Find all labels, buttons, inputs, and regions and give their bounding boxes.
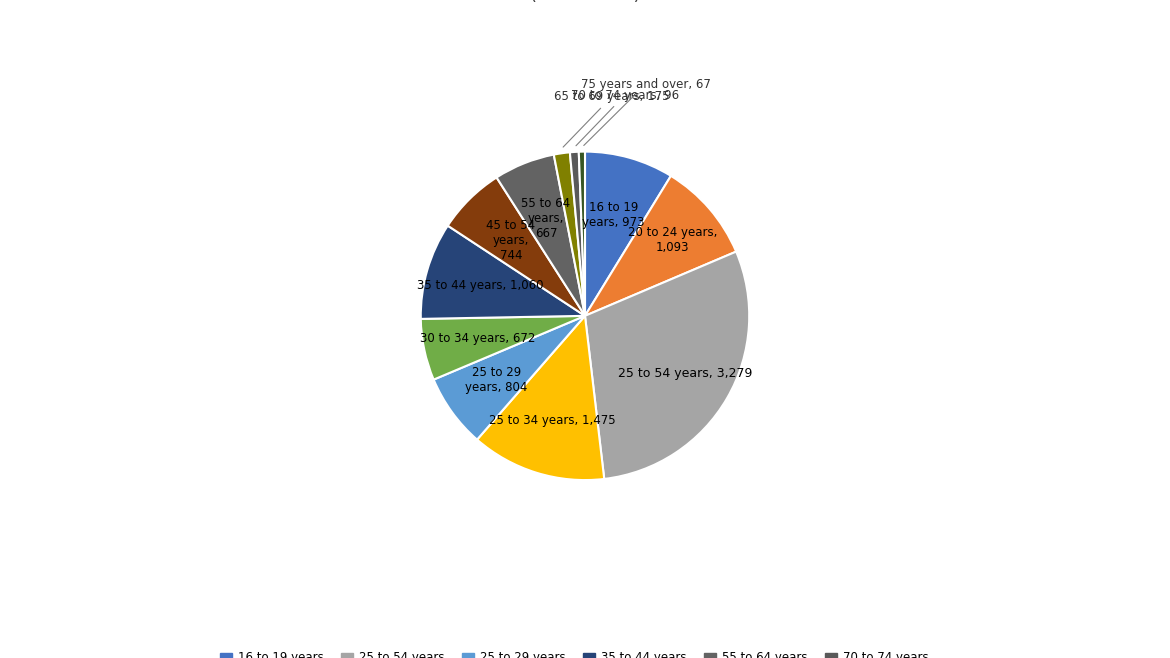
Text: 25 to 34 years, 1,475: 25 to 34 years, 1,475 [489,414,615,427]
Wedge shape [477,316,604,480]
Wedge shape [553,152,585,316]
Text: 55 to 64
years,
667: 55 to 64 years, 667 [522,197,571,240]
Text: 25 to 54 years, 3,279: 25 to 54 years, 3,279 [618,367,752,380]
Legend: 16 to 19 years, 20 to 24 years, 25 to 54 years, 25 to 34 years, 25 to 29 years, : 16 to 19 years, 20 to 24 years, 25 to 54… [215,646,955,658]
Text: 35 to 44 years, 1,060: 35 to 44 years, 1,060 [417,279,543,292]
Wedge shape [579,151,585,316]
Text: 45 to 54
years,
744: 45 to 54 years, 744 [487,219,536,263]
Wedge shape [421,316,585,380]
Text: 25 to 29
years, 804: 25 to 29 years, 804 [466,366,528,394]
Text: 30 to 34 years, 672: 30 to 34 years, 672 [420,332,536,345]
Wedge shape [496,155,585,316]
Text: 16 to 19
years, 973: 16 to 19 years, 973 [583,201,645,228]
Wedge shape [585,176,736,316]
Text: 20 to 24 years,
1,093: 20 to 24 years, 1,093 [628,226,717,254]
Wedge shape [585,251,749,479]
Wedge shape [421,226,585,319]
Title: Unemployed civilian labor Force- Noninstitutional population by age
(Thousands): Unemployed civilian labor Force- Noninst… [278,0,892,4]
Wedge shape [585,151,670,316]
Text: 65 to 69 years, 175: 65 to 69 years, 175 [553,90,669,147]
Text: 75 years and over, 67: 75 years and over, 67 [580,78,710,145]
Wedge shape [448,178,585,316]
Text: 70 to 74 years, 96: 70 to 74 years, 96 [571,89,679,145]
Wedge shape [570,152,585,316]
Wedge shape [434,316,585,440]
